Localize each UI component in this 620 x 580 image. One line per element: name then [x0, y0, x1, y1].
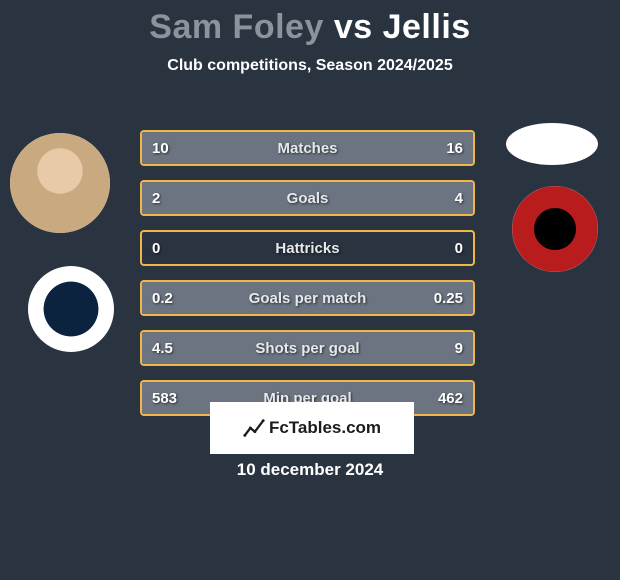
player1-club-badge: [28, 266, 114, 352]
stat-name: Hattricks: [142, 232, 473, 264]
chart-icon: [243, 417, 265, 439]
player2-club-badge: [512, 186, 598, 272]
stat-name: Matches: [142, 132, 473, 164]
stat-name: Shots per goal: [142, 332, 473, 364]
stat-value-right: 0: [455, 232, 463, 264]
stat-name: Goals: [142, 182, 473, 214]
stat-value-right: 0.25: [434, 282, 463, 314]
player1-avatar: [10, 133, 110, 233]
main-title: Sam Foley vs Jellis: [0, 8, 620, 47]
brand-label: FcTables.com: [269, 418, 381, 438]
stats-bars: 10Matches16 2Goals4 0Hattricks0 0.2Goals pe…: [140, 130, 475, 430]
stat-row: 10Matches16: [140, 130, 475, 166]
stat-row: 4.5Shots per goal9: [140, 330, 475, 366]
stat-value-right: 4: [455, 182, 463, 214]
stat-value-right: 16: [446, 132, 463, 164]
brand-box: FcTables.com: [210, 402, 414, 454]
stat-name: Goals per match: [142, 282, 473, 314]
footer-date: 10 december 2024: [0, 460, 620, 480]
vs-label: vs: [334, 8, 373, 46]
comparison-card: Sam Foley vs Jellis Club competitions, S…: [0, 8, 620, 580]
subtitle: Club competitions, Season 2024/2025: [0, 57, 620, 75]
avatar-face-icon: [10, 133, 110, 233]
stat-row: 2Goals4: [140, 180, 475, 216]
stat-row: 0.2Goals per match0.25: [140, 280, 475, 316]
player1-name: Sam Foley: [149, 8, 324, 46]
stat-value-right: 9: [455, 332, 463, 364]
player2-name: Jellis: [383, 8, 471, 46]
stat-row: 0Hattricks0: [140, 230, 475, 266]
player2-avatar: [506, 123, 598, 165]
stat-value-right: 462: [438, 382, 463, 414]
